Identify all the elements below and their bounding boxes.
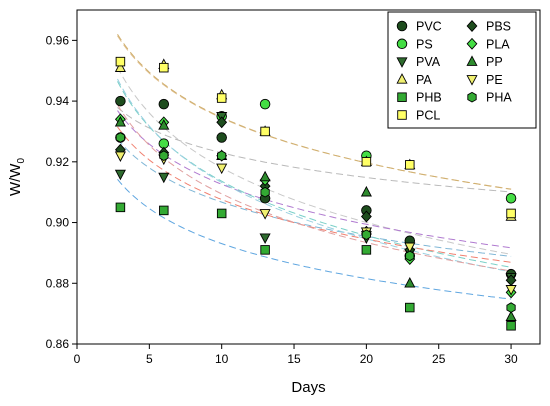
data-point-ps (505, 193, 517, 204)
data-point-phb (506, 321, 516, 331)
legend-marker-phb (397, 92, 407, 102)
legend-label-pvc: PVC (416, 20, 442, 34)
legend-label-pha: PHA (486, 91, 512, 105)
data-point-pha (217, 150, 227, 162)
y-tick-label: 0.90 (46, 216, 70, 230)
data-point-pha (115, 132, 126, 143)
legend-label-pa: PA (416, 73, 432, 87)
y-tick-label: 0.96 (46, 33, 70, 47)
data-point-phb (361, 245, 372, 255)
x-tick-label: 30 (504, 352, 518, 366)
legend-marker-pa (396, 73, 408, 84)
data-point-pva (158, 172, 170, 184)
data-point-pe (505, 285, 517, 296)
y-tick-label: 0.88 (46, 276, 70, 290)
x-tick-label: 20 (360, 352, 374, 366)
x-tick-label: 15 (287, 352, 301, 366)
legend-marker-pva (396, 57, 408, 68)
y-axis-title: W/W0 (7, 158, 27, 196)
data-point-pcl (260, 126, 270, 137)
legend-label-pva: PVA (416, 55, 441, 69)
data-point-pp (114, 116, 126, 127)
y-axis-title-subscript: 0 (16, 158, 27, 164)
fit-curve-pbs (117, 110, 512, 249)
data-point-pha (405, 250, 415, 262)
data-point-phb (115, 202, 126, 213)
x-axis-title: Days (291, 379, 325, 396)
data-point-pcl (159, 62, 169, 73)
data-point-phb (159, 205, 169, 216)
data-point-pvc (115, 95, 126, 107)
legend-marker-pe (466, 75, 478, 86)
data-point-pp (505, 310, 517, 321)
y-tick-label: 0.86 (46, 337, 70, 351)
data-point-pbs (216, 116, 228, 129)
fit-curve-pvc (117, 67, 512, 255)
legend-marker-pla (466, 37, 478, 50)
x-tick-label: 5 (146, 352, 153, 366)
data-point-pvc (216, 132, 227, 143)
fit-curve-pva (117, 138, 512, 257)
legend-marker-pha (467, 91, 477, 103)
data-point-pcl (216, 93, 227, 103)
legend-marker-pp (466, 55, 478, 66)
data-point-pp (404, 277, 416, 288)
data-point-pcl (506, 208, 516, 219)
data-point-pp (259, 170, 271, 182)
data-point-phb (216, 208, 227, 219)
x-tick-label: 0 (74, 352, 81, 366)
data-point-pe (259, 209, 271, 220)
data-point-pbs (360, 210, 372, 223)
legend-marker-pvc (396, 20, 408, 32)
fit-curves (117, 34, 512, 300)
legend-label-pp: PP (486, 55, 503, 69)
data-point-pha (159, 150, 169, 162)
legend: PVC PS PVA PA PHB PCL PBS PLA PP PE PHA (387, 11, 537, 129)
data-point-pha (506, 302, 516, 313)
data-point-pcl (361, 157, 372, 167)
legend-marker-ps (396, 38, 408, 50)
legend-box (387, 11, 537, 129)
data-points (114, 56, 517, 331)
data-point-pe (114, 151, 126, 162)
data-point-pe (216, 163, 228, 175)
data-point-phb (405, 302, 415, 313)
data-point-pva (259, 233, 271, 244)
legend-label-phb: PHB (416, 91, 442, 105)
legend-marker-pcl (397, 110, 407, 120)
data-point-pa (114, 61, 126, 72)
axis-ticks: 0 5 10 15 20 25 30 0.86 0.88 0.90 0.92 0.94 0.96 (46, 33, 518, 366)
fit-curve-pe (117, 126, 512, 263)
data-point-pp (360, 185, 372, 197)
y-axis-title-main: W/W (7, 163, 24, 196)
legend-label-pbs: PBS (486, 20, 511, 34)
legend-marker-pbs (466, 20, 478, 32)
legend-label-pe: PE (486, 73, 503, 87)
fit-curve-pp (117, 78, 512, 273)
fit-curve-phb (117, 178, 512, 300)
x-tick-label: 25 (432, 352, 446, 366)
fit-curve-pcl (117, 34, 512, 190)
y-tick-label: 0.94 (46, 94, 70, 108)
fit-curve-ps (117, 107, 512, 193)
x-tick-label: 10 (215, 352, 229, 366)
legend-label-ps: PS (416, 37, 433, 51)
data-point-pha (260, 186, 270, 198)
data-point-phb (260, 245, 270, 255)
data-point-pp (158, 119, 170, 130)
data-point-pcl (405, 160, 415, 170)
data-point-pe (404, 242, 416, 254)
data-point-pha (361, 229, 371, 241)
data-point-pvc (158, 98, 170, 110)
plot-frame (76, 9, 541, 345)
legend-label-pcl: PCL (416, 109, 440, 123)
y-tick-label: 0.92 (46, 155, 70, 169)
data-point-ps (259, 98, 271, 110)
data-point-pva (114, 169, 126, 181)
data-point-pcl (115, 56, 126, 67)
fit-curve-pha (117, 104, 512, 272)
legend-label-pla: PLA (486, 37, 510, 51)
